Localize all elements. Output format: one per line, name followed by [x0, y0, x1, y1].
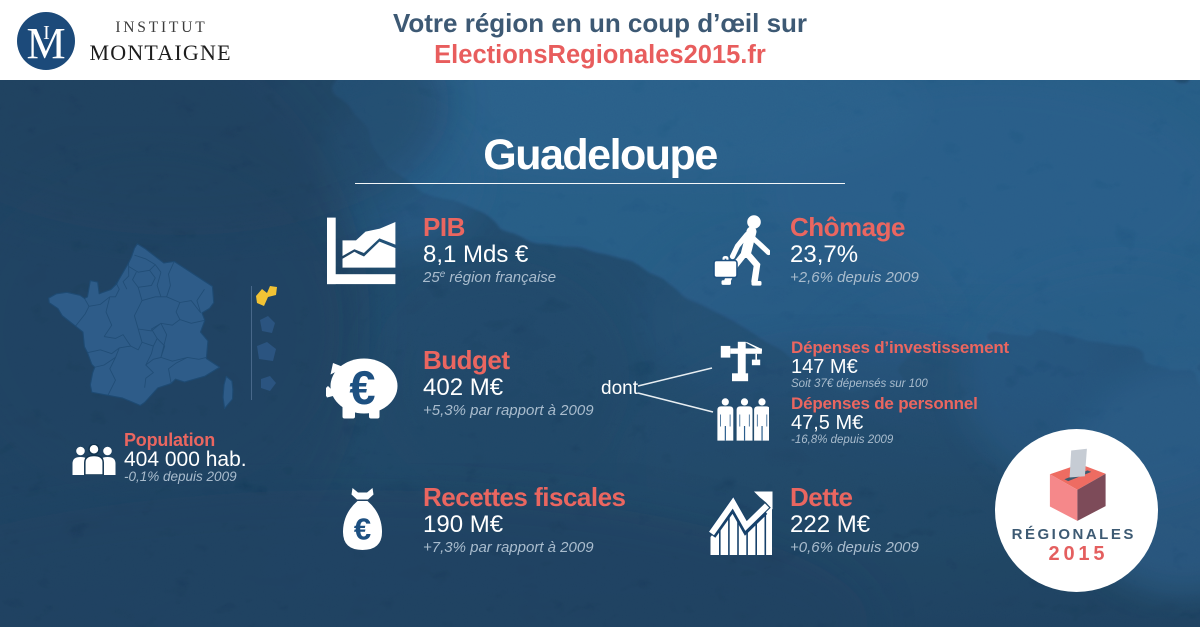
svg-text:€: €	[349, 361, 375, 414]
svg-text:M: M	[26, 19, 65, 68]
svg-text:€: €	[354, 512, 371, 547]
svg-text:I: I	[43, 22, 50, 44]
